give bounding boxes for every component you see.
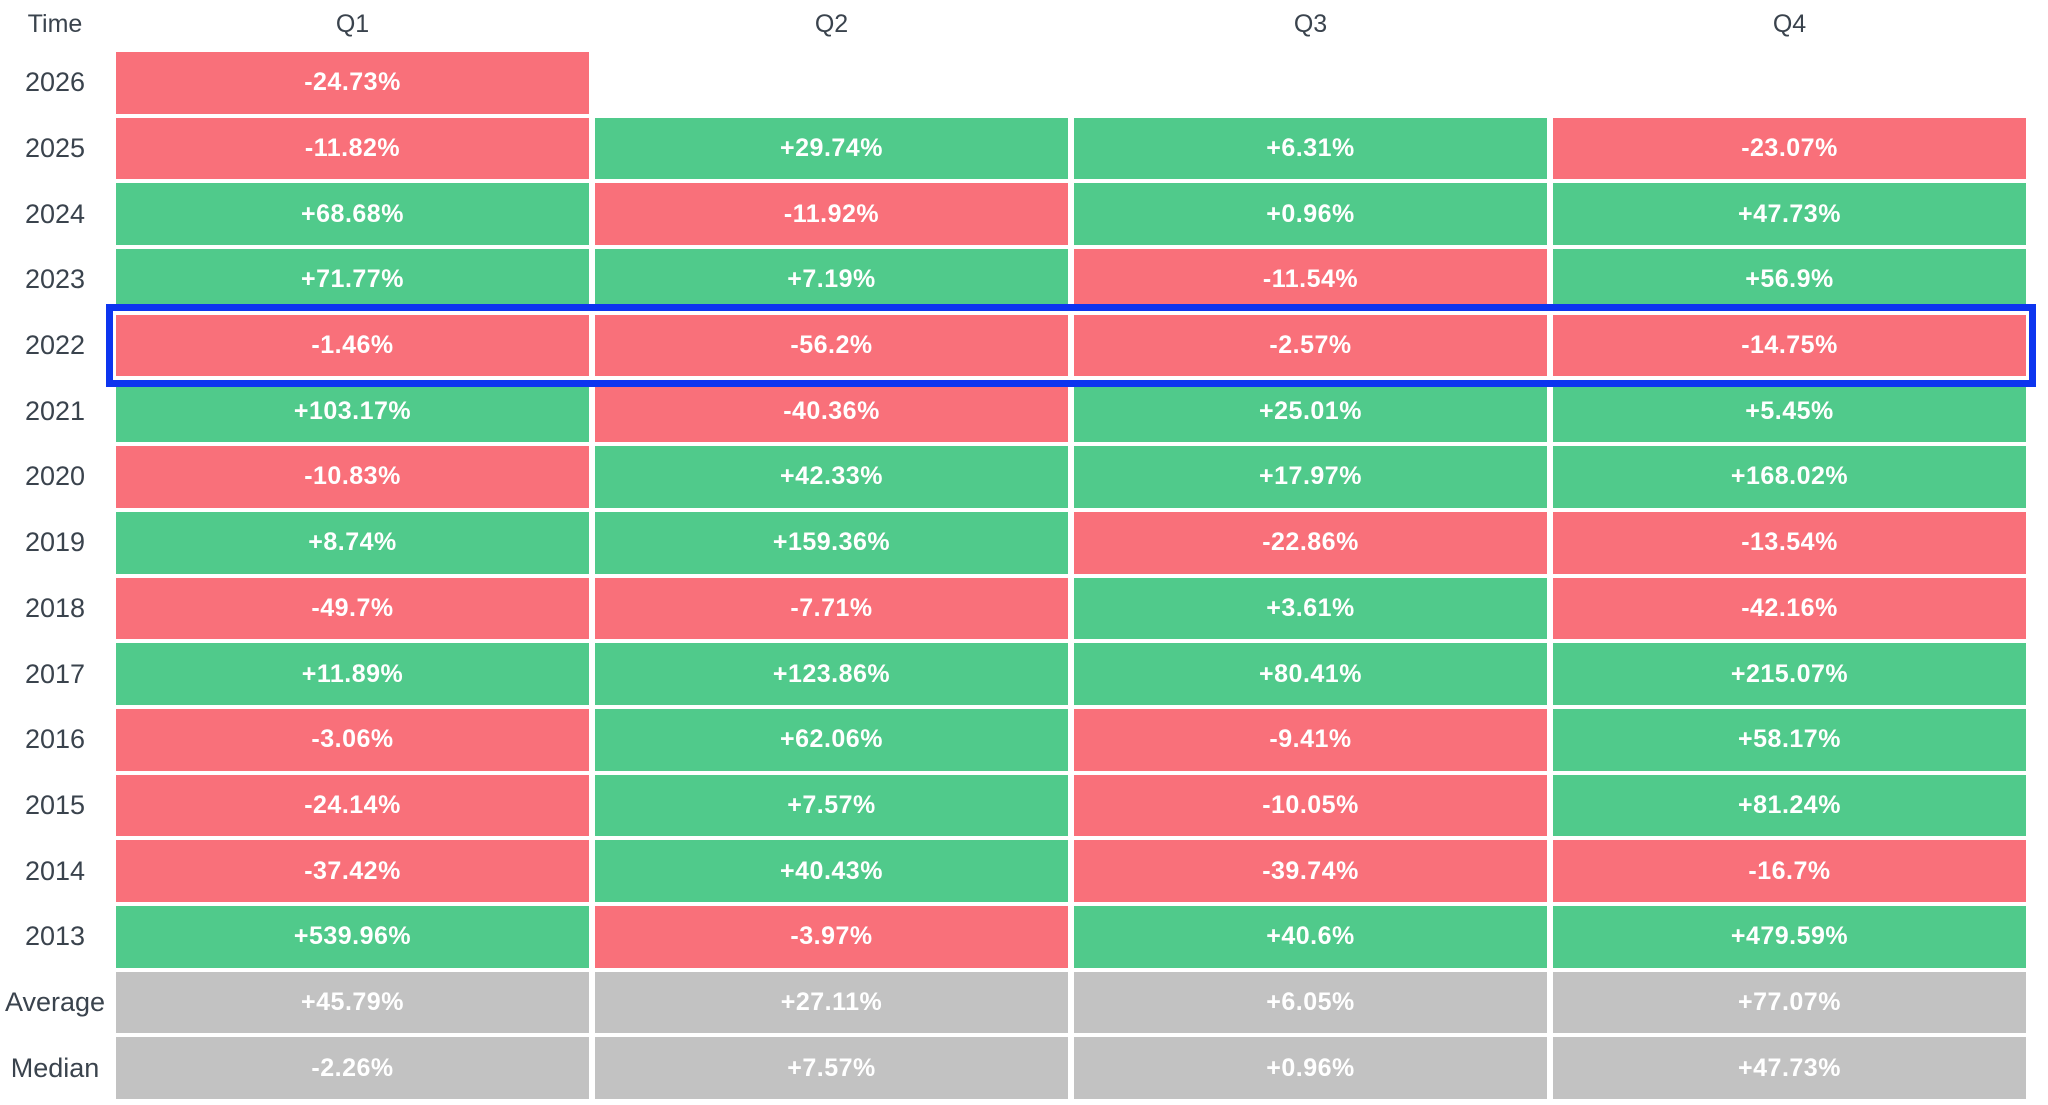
heatmap-cell-2020-q1[interactable]: -10.83%: [116, 446, 589, 508]
time-column-header: Time: [27, 9, 83, 38]
heatmap-cell-2019-q1[interactable]: +8.74%: [116, 511, 589, 574]
heatmap-cell-2014-q2[interactable]: +40.43%: [595, 840, 1068, 902]
heatmap-cell-2022-q4[interactable]: -14.75%: [1553, 314, 2026, 377]
heatmap-cell-2018-q4[interactable]: -42.16%: [1553, 577, 2026, 640]
heatmap-cell-2020-q3[interactable]: +17.97%: [1074, 446, 1547, 508]
heatmap-cell-2021-q2[interactable]: -40.36%: [595, 380, 1068, 443]
heatmap-cell-2025-q3[interactable]: +6.31%: [1074, 117, 1547, 180]
heatmap-cell-2020-q4[interactable]: +168.02%: [1553, 446, 2026, 508]
heatmap-cell-2021-q4[interactable]: +5.45%: [1553, 380, 2026, 443]
heatmap-cell-average-q2[interactable]: +27.11%: [595, 971, 1068, 1034]
heatmap-cell-2025-q1[interactable]: -11.82%: [116, 117, 589, 180]
heatmap-cell-median-q3[interactable]: +0.96%: [1074, 1037, 1547, 1099]
heatmap-cell-2021-q1[interactable]: +103.17%: [116, 380, 589, 443]
heatmap-cell-2023-q2[interactable]: +7.19%: [595, 249, 1068, 311]
heatmap-cell-2013-q3[interactable]: +40.6%: [1074, 905, 1547, 968]
row-label-2026: 2026: [24, 67, 86, 98]
row-label-2019: 2019: [24, 527, 86, 558]
heatmap-cell-2025-q4[interactable]: -23.07%: [1553, 117, 2026, 180]
row-label-2013: 2013: [24, 921, 86, 952]
row-label-2023: 2023: [24, 264, 86, 295]
heatmap-cell-2013-q4[interactable]: +479.59%: [1553, 905, 2026, 968]
heatmap-cell-2024-q3[interactable]: +0.96%: [1074, 183, 1547, 246]
heatmap-cell-2022-q3[interactable]: -2.57%: [1074, 314, 1547, 377]
row-label-2018: 2018: [24, 592, 86, 623]
heatmap-cell-2022-q2[interactable]: -56.2%: [595, 314, 1068, 377]
row-label-average: Average: [4, 986, 106, 1017]
heatmap-cell-2021-q3[interactable]: +25.01%: [1074, 380, 1547, 443]
heatmap-cell-2022-q1[interactable]: -1.46%: [116, 314, 589, 377]
heatmap-cell-2019-q4[interactable]: -13.54%: [1553, 511, 2026, 574]
heatmap-cell-2026-q1[interactable]: -24.73%: [116, 52, 589, 114]
row-label-2020: 2020: [24, 461, 86, 492]
column-header-q2: Q2: [814, 9, 849, 38]
heatmap-cell-2025-q2[interactable]: +29.74%: [595, 117, 1068, 180]
heatmap-cell-2018-q2[interactable]: -7.71%: [595, 577, 1068, 640]
heatmap-cell-2023-q4[interactable]: +56.9%: [1553, 249, 2026, 311]
row-label-2022: 2022: [24, 330, 86, 361]
heatmap-cell-2024-q2[interactable]: -11.92%: [595, 183, 1068, 246]
heatmap-cell-2024-q1[interactable]: +68.68%: [116, 183, 589, 246]
heatmap-cell-average-q4[interactable]: +77.07%: [1553, 971, 2026, 1034]
row-label-2017: 2017: [24, 658, 86, 689]
heatmap-cell-2017-q2[interactable]: +123.86%: [595, 643, 1068, 705]
heatmap-cell-2017-q3[interactable]: +80.41%: [1074, 643, 1547, 705]
heatmap-cell-2019-q2[interactable]: +159.36%: [595, 511, 1068, 574]
column-header-q1: Q1: [335, 9, 370, 38]
heatmap-cell-2023-q3[interactable]: -11.54%: [1074, 249, 1547, 311]
heatmap-cell-2020-q2[interactable]: +42.33%: [595, 446, 1068, 508]
heatmap-cell-2023-q1[interactable]: +71.77%: [116, 249, 589, 311]
heatmap-cell-2017-q1[interactable]: +11.89%: [116, 643, 589, 705]
heatmap-cell-2018-q3[interactable]: +3.61%: [1074, 577, 1547, 640]
heatmap-cell-average-q3[interactable]: +6.05%: [1074, 971, 1547, 1034]
heatmap-cell-2013-q1[interactable]: +539.96%: [116, 905, 589, 968]
heatmap-cell-2015-q3[interactable]: -10.05%: [1074, 774, 1547, 837]
heatmap-cell-2019-q3[interactable]: -22.86%: [1074, 511, 1547, 574]
column-header-q3: Q3: [1293, 9, 1328, 38]
heatmap-cell-2014-q1[interactable]: -37.42%: [116, 840, 589, 902]
heatmap-cell-median-q2[interactable]: +7.57%: [595, 1037, 1068, 1099]
heatmap-cell-average-q1[interactable]: +45.79%: [116, 971, 589, 1034]
heatmap-cell-median-q1[interactable]: -2.26%: [116, 1037, 589, 1099]
heatmap-cell-2015-q4[interactable]: +81.24%: [1553, 774, 2026, 837]
heatmap-cell-2015-q2[interactable]: +7.57%: [595, 774, 1068, 837]
heatmap-cell-2024-q4[interactable]: +47.73%: [1553, 183, 2026, 246]
heatmap-cell-2016-q1[interactable]: -3.06%: [116, 708, 589, 771]
row-label-median: Median: [10, 1052, 100, 1083]
heatmap-cell-2016-q4[interactable]: +58.17%: [1553, 708, 2026, 771]
heatmap-cell-2016-q3[interactable]: -9.41%: [1074, 708, 1547, 771]
row-label-2021: 2021: [24, 395, 86, 426]
heatmap-cell-median-q4[interactable]: +47.73%: [1553, 1037, 2026, 1099]
row-label-2016: 2016: [24, 724, 86, 755]
column-header-q4: Q4: [1772, 9, 1807, 38]
row-label-2015: 2015: [24, 789, 86, 820]
heatmap-cell-2018-q1[interactable]: -49.7%: [116, 577, 589, 640]
heatmap-cell-2015-q1[interactable]: -24.14%: [116, 774, 589, 837]
heatmap-cell-2013-q2[interactable]: -3.97%: [595, 905, 1068, 968]
heatmap-cell-2016-q2[interactable]: +62.06%: [595, 708, 1068, 771]
heatmap-cell-2014-q3[interactable]: -39.74%: [1074, 840, 1547, 902]
row-label-2025: 2025: [24, 133, 86, 164]
row-label-2014: 2014: [24, 855, 86, 886]
row-label-2024: 2024: [24, 198, 86, 229]
heatmap-cell-2017-q4[interactable]: +215.07%: [1553, 643, 2026, 705]
heatmap-cell-2014-q4[interactable]: -16.7%: [1553, 840, 2026, 902]
